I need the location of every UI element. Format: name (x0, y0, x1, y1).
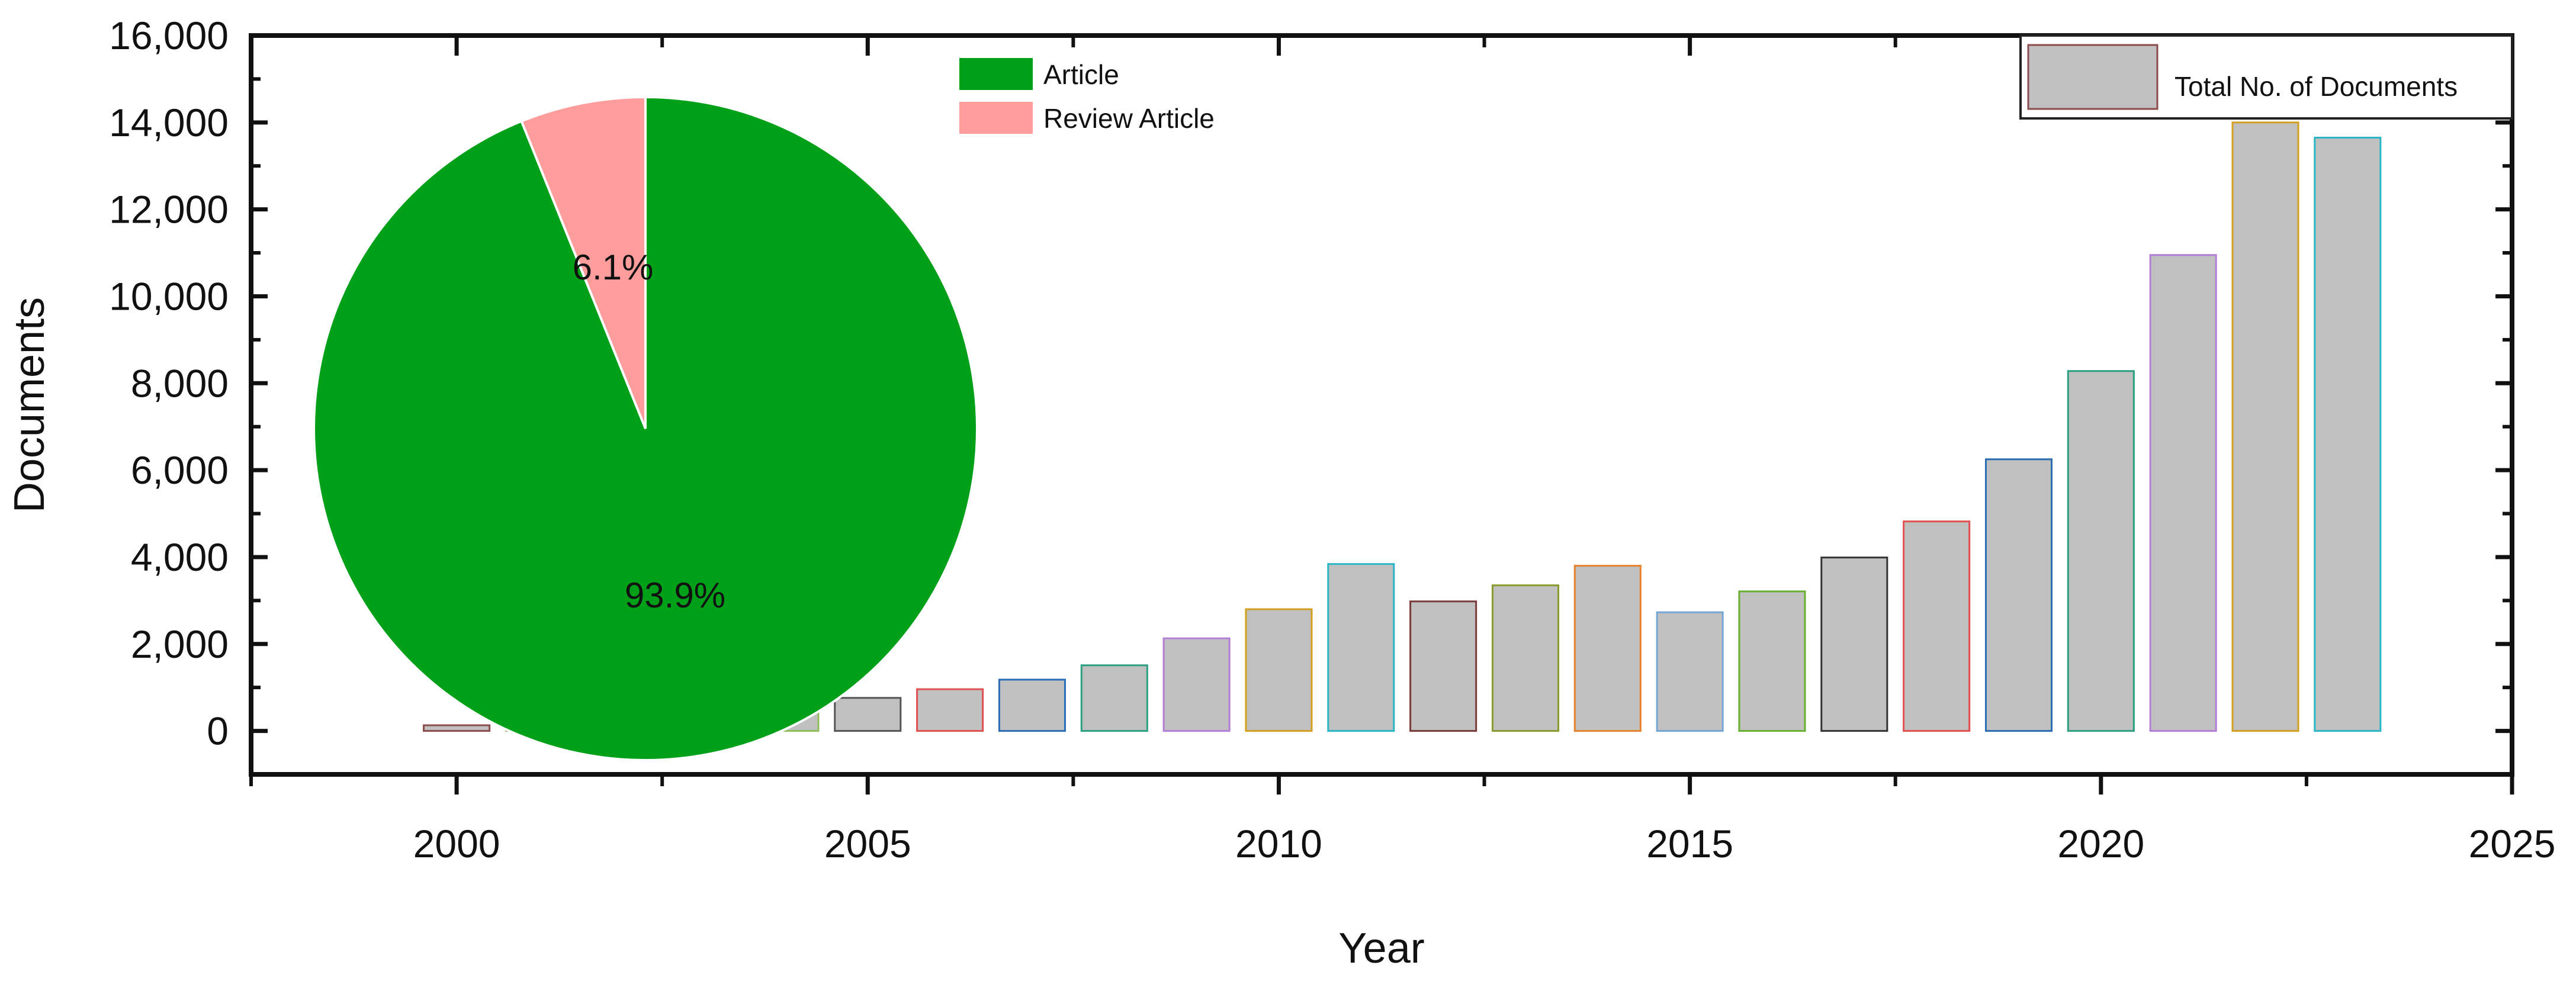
bar-2005 (834, 697, 902, 732)
pie-legend-swatch-1 (959, 102, 1033, 134)
bar-2007 (998, 678, 1066, 732)
y-axis-title: Documents (6, 297, 53, 513)
y-tick-label: 4,000 (131, 535, 229, 579)
bar-2011 (1327, 563, 1395, 732)
y-tick-label: 2,000 (131, 622, 229, 666)
bar-2017 (1820, 557, 1888, 732)
bar-2016 (1738, 590, 1806, 732)
bar-2014 (1573, 565, 1642, 732)
bar-2023 (2314, 137, 2382, 732)
y-tick-label: 8,000 (131, 361, 229, 405)
pie-inset: 93.9% 6.1% (313, 95, 978, 761)
bar-2019 (1984, 458, 2053, 732)
bar-2000 (423, 724, 491, 732)
x-tick-label: 2020 (2057, 822, 2144, 866)
axes-layer: 0 2,000 4,000 6,000 8,000 10,000 12,000 14,000 1… (109, 14, 2555, 866)
y-tick-label: 14,000 (109, 101, 229, 144)
plot-frame (249, 33, 2514, 777)
bar-legend-swatch (2027, 44, 2159, 110)
pie-legend: Article Review Article (959, 58, 1215, 134)
bar-2012 (1409, 600, 1477, 732)
pie-label-article: 93.9% (625, 575, 725, 615)
bar-2009 (1162, 637, 1231, 732)
x-tick-label: 2025 (2469, 822, 2556, 866)
bar-2013 (1491, 584, 1559, 732)
bar-2021 (2149, 254, 2217, 732)
bar-2010 (1245, 608, 1313, 732)
y-tick-label: 0 (207, 709, 229, 753)
x-tick-label: 2015 (1646, 822, 1733, 866)
pie-legend-label-0: Article (1043, 59, 1119, 90)
bar-2008 (1080, 664, 1148, 732)
x-tick-label: 2005 (824, 822, 911, 866)
pie-slice-review-article (519, 95, 647, 429)
bar-2022 (2231, 121, 2299, 732)
bar-legend: Total No. of Documents (2019, 34, 2513, 120)
bar-legend-label: Total No. of Documents (2174, 71, 2458, 102)
pie-legend-label-1: Review Article (1043, 103, 1215, 134)
pie-legend-swatch-0 (959, 58, 1033, 90)
y-tick-label: 16,000 (109, 14, 229, 57)
bar-2018 (1903, 520, 1971, 732)
bars-layer (423, 121, 2382, 732)
x-axis-title: Year (1338, 925, 1424, 972)
x-tick-label: 2010 (1235, 822, 1322, 866)
bar-2015 (1656, 611, 1724, 732)
x-tick-label: 2000 (413, 822, 500, 866)
y-tick-label: 12,000 (109, 188, 229, 231)
y-tick-label: 6,000 (131, 448, 229, 492)
bar-2006 (916, 688, 984, 732)
y-tick-label: 10,000 (109, 274, 229, 318)
pie-label-review-article: 6.1% (573, 247, 654, 287)
pie-slice-article (313, 95, 978, 761)
bar-2020 (2067, 370, 2135, 732)
